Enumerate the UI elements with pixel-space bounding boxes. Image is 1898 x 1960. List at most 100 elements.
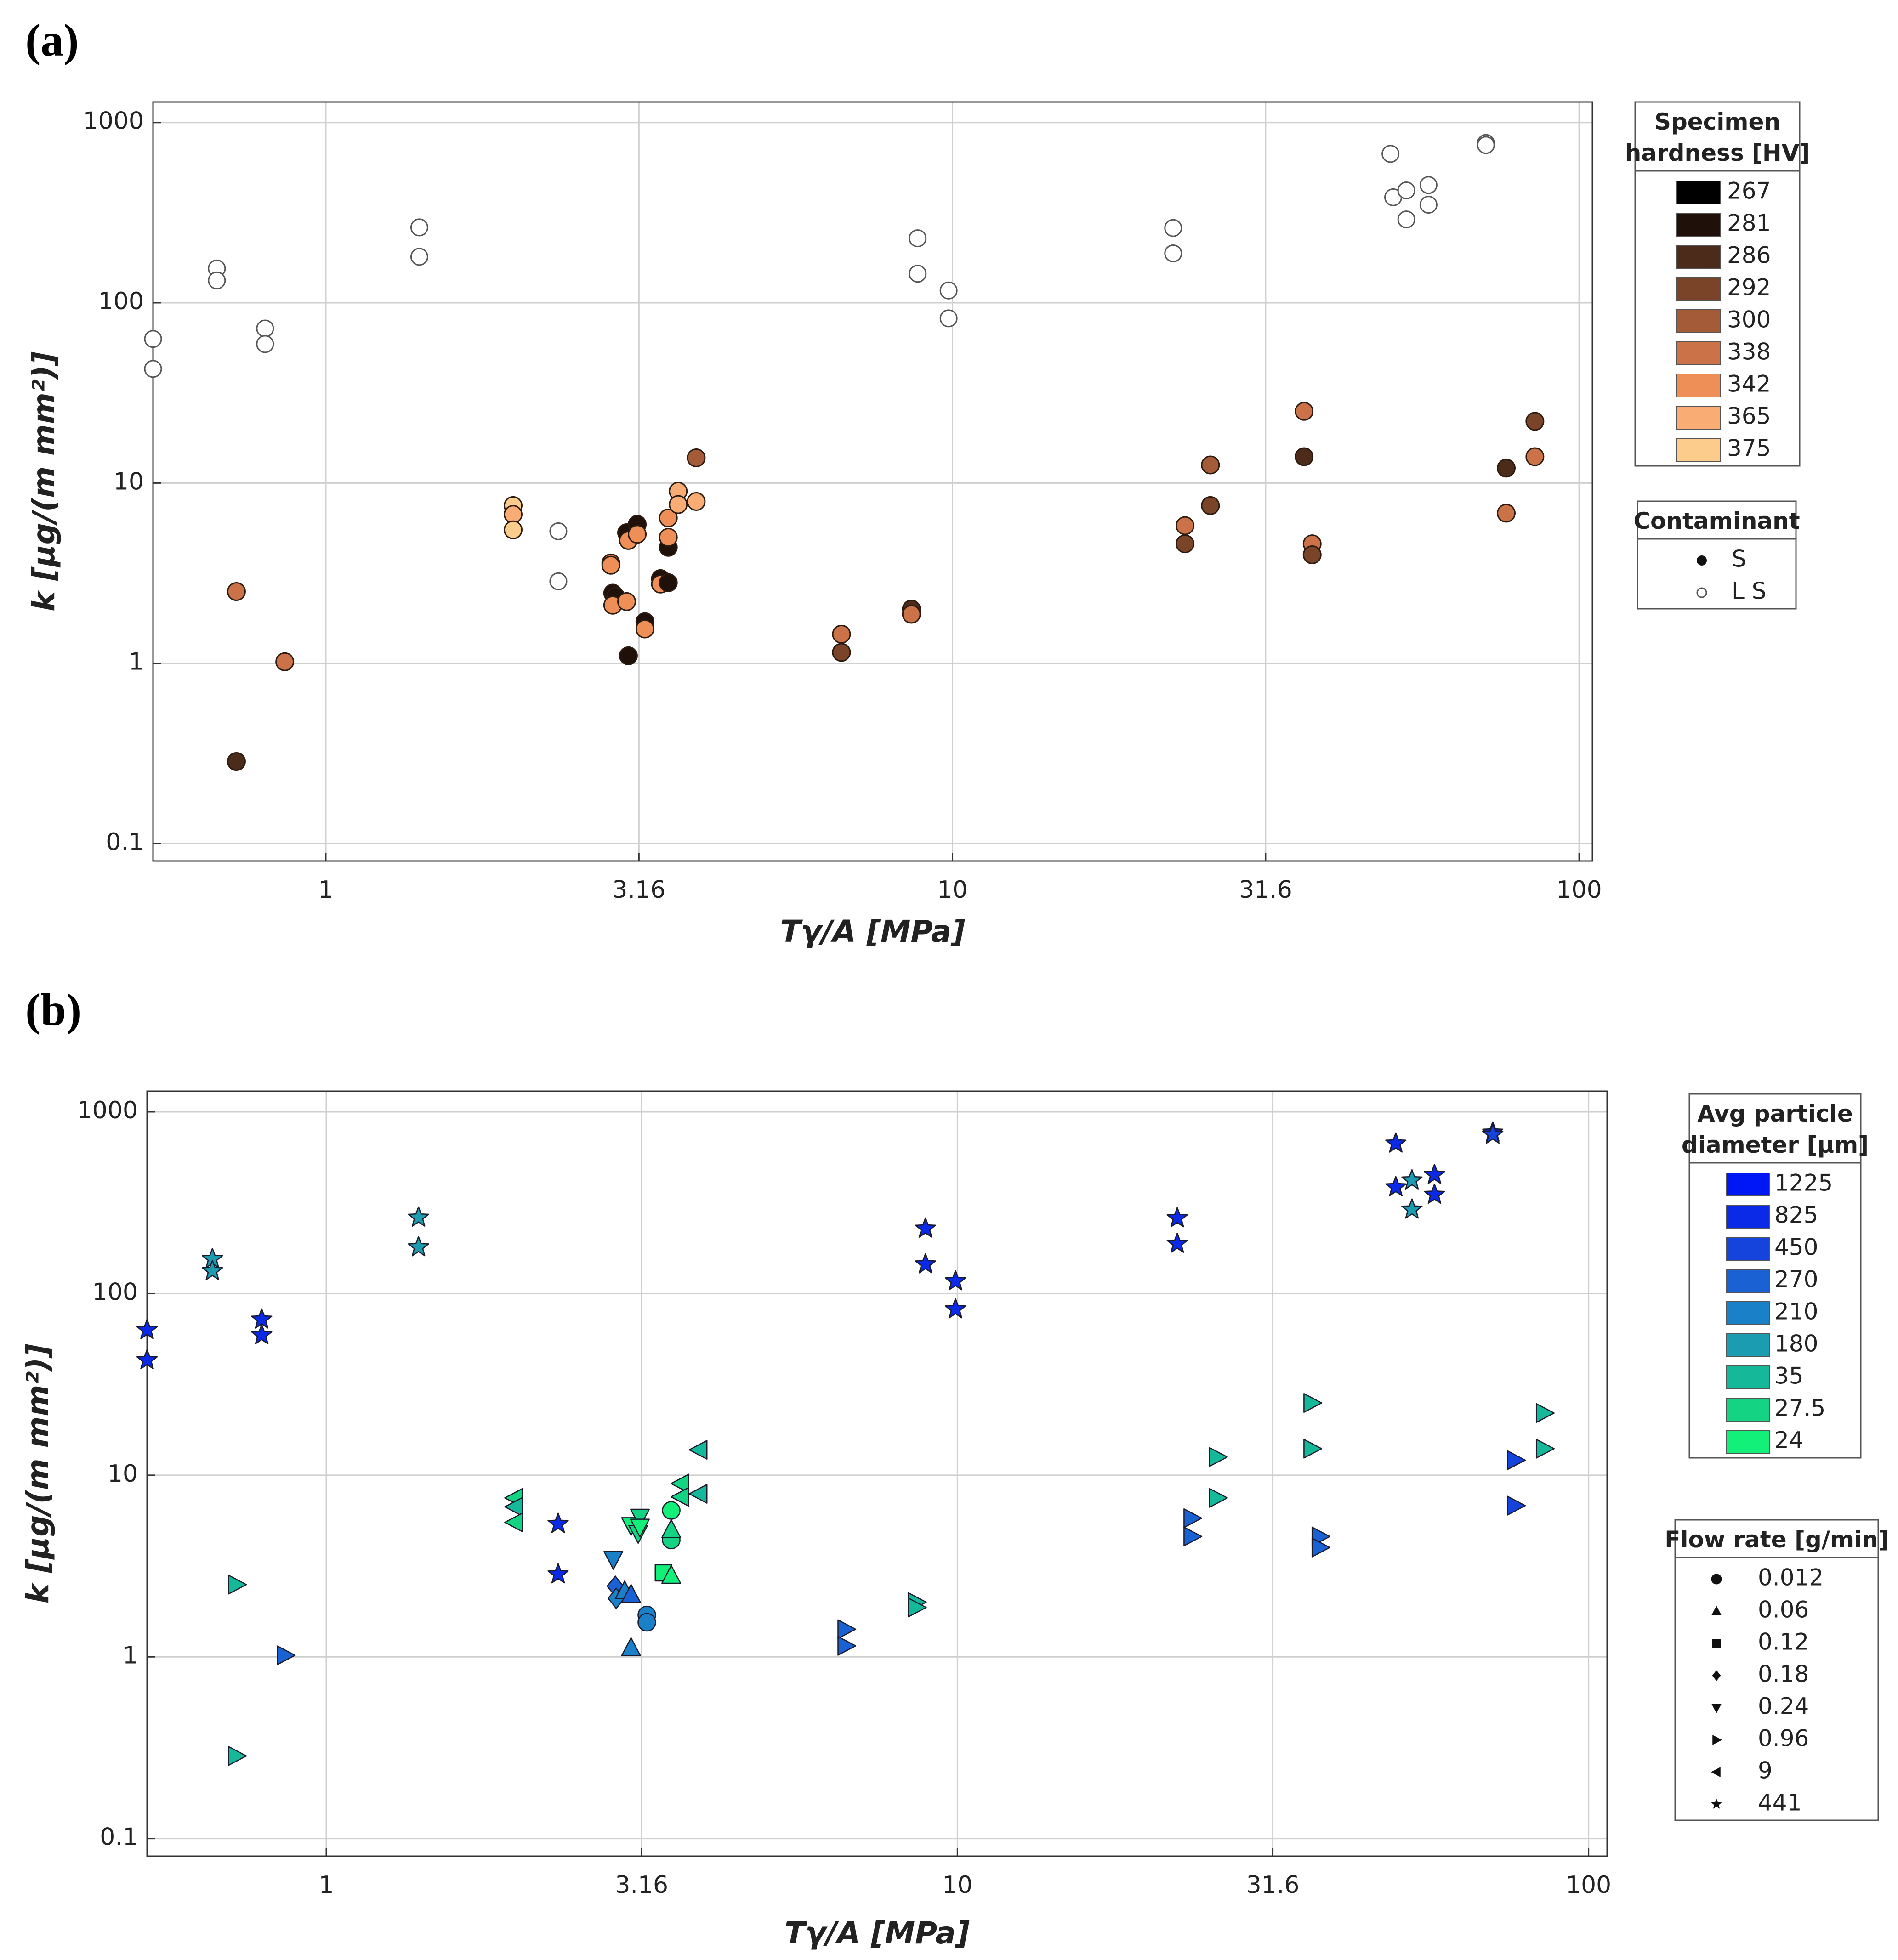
- legend-entry-label: 270: [1774, 1266, 1818, 1293]
- legend-marker: [1712, 1639, 1721, 1648]
- data-point-star: [251, 1324, 273, 1344]
- data-point-triangle-right: [277, 1645, 296, 1665]
- legend-entry-label: 825: [1774, 1202, 1818, 1229]
- legend-entry-label: 180: [1774, 1331, 1818, 1357]
- legend-frame: [1688, 1093, 1862, 1459]
- data-point-ls: [1419, 176, 1438, 194]
- legend-title: Avg particle: [1697, 1100, 1853, 1127]
- legend-marker: [1711, 1767, 1721, 1777]
- data-point-s: [628, 525, 647, 544]
- data-point-triangle-left: [504, 1512, 523, 1533]
- legend-entry-label: 450: [1774, 1234, 1818, 1261]
- legend-title: hardness [HV]: [1625, 140, 1810, 166]
- data-point-triangle-right: [1209, 1447, 1228, 1467]
- x-tick-label: 1: [318, 1871, 334, 1899]
- data-point-star: [1166, 1207, 1188, 1228]
- chart-panel-b: 1 3.16 10 31.6 100 0.1 1 10 100 1000 Tγ/A [MPa] k […: [20, 1090, 1889, 1951]
- data-point-triangle-right: [1183, 1508, 1203, 1528]
- data-point-triangle-right: [1507, 1495, 1526, 1516]
- data-point-s: [687, 492, 706, 511]
- legend-title: Flow rate [g/min]: [1665, 1526, 1888, 1553]
- data-point-s: [659, 527, 678, 547]
- y-tick-label: 100: [92, 1278, 138, 1306]
- legend-entry-label: 35: [1774, 1363, 1804, 1389]
- legend-flow: Flow rate [g/min] 0.012 0.06 0.12 0.18 0.24 0.…: [1665, 1519, 1889, 1821]
- y-axis-label: k [μg/(m mm²)]: [26, 351, 62, 612]
- data-point-triangle-right: [1209, 1488, 1228, 1508]
- data-point-star: [1401, 1169, 1423, 1190]
- x-tick-label: 31.6: [1246, 1871, 1300, 1899]
- x-axis-label: Tγ/A [MPa]: [784, 1915, 970, 1951]
- legend-entry-label: 0.96: [1758, 1725, 1809, 1752]
- data-point-triangle-right: [1507, 1450, 1526, 1470]
- legend-entry-label: 0.06: [1758, 1597, 1809, 1623]
- data-point-star: [945, 1298, 966, 1319]
- data-point-star: [547, 1563, 569, 1584]
- data-point-s: [1525, 412, 1545, 431]
- legend-entry-label: 0.12: [1758, 1629, 1809, 1655]
- data-point-s: [659, 573, 678, 592]
- data-point-ls: [144, 330, 162, 348]
- legend-entry-label: 24: [1774, 1427, 1804, 1454]
- data-point-ls: [1397, 210, 1415, 229]
- data-point-triangle-right: [1303, 1393, 1323, 1413]
- data-point-ls: [939, 309, 958, 328]
- data-point-s: [832, 624, 851, 644]
- data-point-triangle-right: [1535, 1439, 1555, 1459]
- legend-entry-label: 27.5: [1774, 1395, 1825, 1422]
- legend-marker: [1697, 555, 1707, 566]
- y-tick-label: 1000: [77, 1097, 138, 1124]
- data-point-s: [617, 592, 636, 611]
- panel-label-a: (a): [25, 15, 79, 66]
- legend-marker: [1696, 587, 1707, 598]
- x-tick-label: 1: [318, 876, 333, 904]
- legend-entry-label: 0.012: [1758, 1564, 1824, 1591]
- legend-entry-label: 9: [1758, 1757, 1773, 1784]
- legend-frame: [1674, 1519, 1879, 1821]
- data-point-s: [1302, 545, 1322, 564]
- legend-swatch: [1676, 341, 1721, 365]
- data-point-ls: [1381, 145, 1400, 163]
- data-point-triangle-down: [630, 1508, 650, 1528]
- data-point-s: [619, 646, 638, 665]
- legend-swatch: [1726, 1205, 1770, 1229]
- data-point-ls: [549, 572, 568, 590]
- panel-label-b: (b): [25, 984, 82, 1035]
- legend-entry-label: 292: [1727, 274, 1771, 301]
- data-point-triangle-right: [908, 1597, 927, 1618]
- legend-swatch: [1726, 1301, 1770, 1325]
- data-point-star: [1385, 1132, 1407, 1153]
- plot-frame: [146, 1090, 1608, 1857]
- data-point-s: [1176, 516, 1195, 535]
- data-point-star: [251, 1308, 273, 1329]
- legend-entry-label: 286: [1727, 242, 1771, 269]
- legend-swatch: [1726, 1237, 1770, 1261]
- data-point-ls: [549, 522, 568, 540]
- data-point-star: [915, 1253, 936, 1274]
- legend-entry-label: 441: [1758, 1790, 1801, 1816]
- data-point-star: [1482, 1123, 1504, 1144]
- data-point-s: [669, 495, 688, 514]
- plot-area: [153, 102, 1592, 861]
- plot-area: [147, 1091, 1607, 1856]
- legend-entry-label: L S: [1732, 578, 1767, 605]
- legend-entry-label: 300: [1727, 306, 1771, 333]
- y-tick-label: 1: [129, 648, 144, 676]
- data-point-s: [503, 520, 523, 539]
- data-point-s: [832, 643, 851, 662]
- legend-entry-label: 281: [1727, 210, 1771, 237]
- data-point-ls: [208, 271, 226, 289]
- data-point-ls: [1397, 181, 1415, 200]
- data-point-star: [408, 1236, 429, 1257]
- data-point-triangle-down: [630, 1518, 650, 1538]
- legend-entry-label: 0.24: [1758, 1693, 1809, 1720]
- data-point-triangle-left: [670, 1473, 689, 1494]
- data-point-star: [136, 1349, 158, 1370]
- data-point-s: [687, 448, 706, 467]
- legend-entry-label: 210: [1774, 1298, 1818, 1325]
- legend-swatch: [1676, 309, 1721, 333]
- legend-entry-label: 342: [1727, 371, 1771, 397]
- x-tick-label: 3.16: [615, 1871, 668, 1899]
- data-point-star: [202, 1260, 223, 1280]
- y-tick-label: 100: [98, 288, 144, 315]
